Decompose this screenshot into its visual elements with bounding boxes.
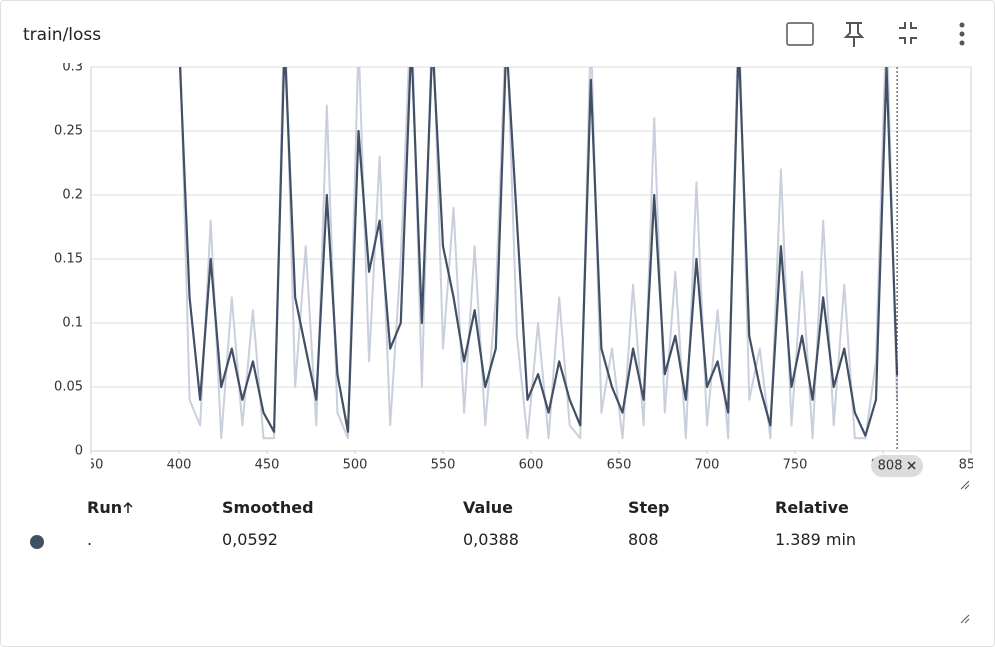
x-tick-label: 850 [959,458,984,473]
x-tick-label: 350 [79,458,104,473]
y-tick-label: 0.1 [62,316,83,331]
column-header[interactable]: Smoothed [222,498,314,517]
y-tick-label: 0.25 [54,124,83,139]
y-tick-label: 0.3 [62,60,83,75]
sort-icon[interactable] [123,501,133,513]
column-header[interactable]: Step [628,498,670,517]
hover-close [907,461,916,470]
y-tick-label: 0 [75,444,83,459]
resize-handle[interactable] [960,614,970,624]
table-cell: 0,0592 [222,530,278,549]
y-tick-label: 0.2 [62,188,83,203]
hover-badge [871,455,924,477]
x-tick-label: 500 [343,458,368,473]
run-color [30,535,44,549]
card-title: train/loss [23,25,101,45]
x-tick-label: 650 [607,458,632,473]
x-tick-label: 700 [695,458,720,473]
series-line [178,67,899,437]
series-line [179,67,899,440]
column-header[interactable]: Run [87,498,123,517]
table-cell: 0,0388 [463,530,519,549]
x-tick-label: 550 [431,458,456,473]
column-header[interactable]: Relative [775,498,849,517]
table-cell: . [87,530,93,549]
x-tick-label: 450 [255,458,280,473]
resize-handle[interactable] [960,480,970,490]
y-tick-label: 0.15 [54,252,83,267]
table-cell: 1.389 min [775,530,857,549]
x-tick-label: 750 [783,458,808,473]
plot-frame [90,67,972,452]
x-tick-label: 600 [519,458,544,473]
table-cell: 808 [628,530,659,549]
y-tick-label: 0.05 [54,380,83,395]
toolbar[interactable] [786,22,917,47]
hover-step: 808 [878,459,903,474]
x-tick-label: 400 [167,458,192,473]
column-header[interactable]: Value [463,498,514,517]
